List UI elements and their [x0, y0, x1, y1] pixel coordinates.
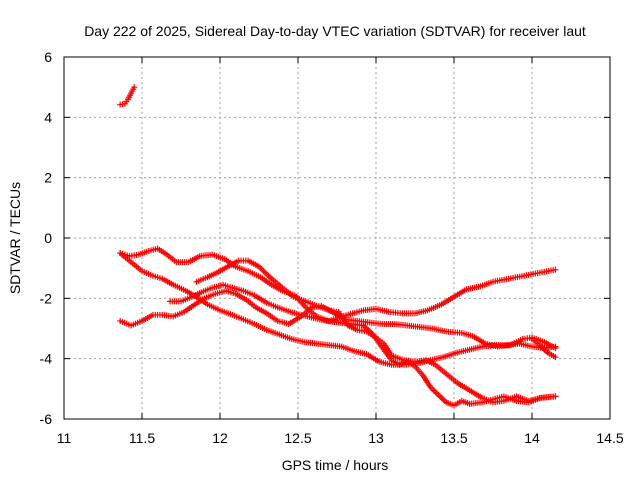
x-tick-label: 11: [57, 430, 72, 446]
x-tick-label: 13: [368, 430, 384, 446]
y-tick-label: -4: [40, 351, 53, 367]
chart-title: Day 222 of 2025, Sidereal Day-to-day VTE…: [84, 23, 586, 39]
y-tick-label: 2: [44, 170, 52, 186]
y-tick-label: -6: [40, 411, 53, 427]
x-tick-label: 14: [524, 430, 540, 446]
series-track-e: [193, 257, 559, 406]
series-track-f: [529, 336, 559, 361]
y-tick-label: 6: [44, 49, 52, 65]
data-point: [552, 393, 559, 400]
data-point: [552, 354, 559, 361]
x-tick-label: 12: [212, 430, 228, 446]
x-axis-label: GPS time / hours: [282, 457, 389, 473]
y-tick-label: 4: [44, 109, 52, 125]
data-point: [131, 84, 138, 91]
gridlines: [64, 57, 610, 419]
series-track-b: [117, 250, 559, 368]
axes: 11 11.5 12 12.5 13 13.5 14 14.5 -6 -4 -2 0 2 4 6: [40, 49, 624, 446]
series-track-top: [117, 84, 138, 108]
x-tick-label: 12.5: [284, 430, 311, 446]
y-tick-label: 0: [44, 230, 52, 246]
data-point: [552, 345, 559, 352]
data-point: [552, 266, 559, 273]
series-track-c: [117, 287, 559, 352]
y-tick-label: -2: [40, 290, 53, 306]
x-tick-label: 14.5: [596, 430, 623, 446]
data-marks: [117, 84, 559, 409]
x-tick-label: 11.5: [129, 430, 155, 446]
x-tick-label: 13.5: [440, 430, 467, 446]
y-axis-label: SDTVAR / TECUs: [7, 182, 23, 294]
